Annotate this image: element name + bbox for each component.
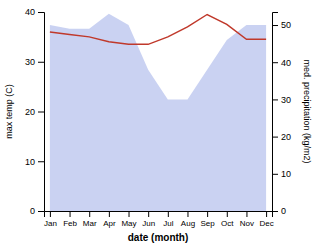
axis-line bbox=[38, 13, 45, 212]
x-axis: Jan Feb Mar Apr May Jun Jul Aug Sep Oct Nov Dec bbox=[44, 211, 274, 228]
tick-mark bbox=[266, 211, 267, 217]
tick-label: Jun bbox=[142, 219, 155, 228]
tick: 30 bbox=[272, 95, 291, 105]
tick: Nov bbox=[240, 211, 254, 228]
tick-mark bbox=[168, 211, 169, 217]
tick: Aug bbox=[181, 211, 195, 228]
tick-label: 0 bbox=[30, 206, 35, 216]
tick: Jan bbox=[44, 211, 57, 228]
tick: 0 bbox=[30, 206, 44, 216]
tick-label: 30 bbox=[281, 95, 291, 105]
tick: Dec bbox=[259, 211, 273, 228]
tick: May bbox=[121, 211, 136, 228]
tick-mark bbox=[38, 62, 44, 63]
tick-label: Nov bbox=[240, 219, 254, 228]
tick-mark bbox=[272, 174, 278, 175]
tick: 20 bbox=[272, 132, 291, 142]
tick: 20 bbox=[25, 107, 44, 117]
tick: Sep bbox=[201, 211, 216, 228]
tick: 50 bbox=[272, 20, 291, 30]
tick: Jul bbox=[163, 211, 173, 228]
tick-label: May bbox=[121, 219, 136, 228]
tick-mark bbox=[109, 211, 110, 217]
tick-label: 0 bbox=[281, 206, 286, 216]
tick-mark bbox=[272, 62, 278, 63]
y-axis: 0 10 20 30 40 bbox=[25, 7, 45, 216]
tick-mark bbox=[38, 12, 44, 13]
tick-label: 30 bbox=[25, 57, 35, 67]
plot: Jan Feb Mar Apr May Jun Jul Aug Sep Oct Nov Dec 0 10 2… bbox=[4, 7, 312, 243]
tick-mark bbox=[129, 211, 130, 217]
tick: Apr bbox=[103, 211, 116, 228]
tick-label: Apr bbox=[103, 219, 116, 228]
line bbox=[50, 14, 266, 44]
tick-mark bbox=[70, 211, 71, 217]
tick-label: 20 bbox=[25, 107, 35, 117]
axis-line bbox=[45, 212, 273, 218]
tick-label: 40 bbox=[281, 58, 291, 68]
tick-mark bbox=[38, 112, 44, 113]
tick-label: Mar bbox=[83, 219, 97, 228]
tick-mark bbox=[246, 211, 247, 217]
tick-mark bbox=[272, 99, 278, 100]
tick-mark bbox=[38, 161, 44, 162]
tick: 10 bbox=[272, 169, 291, 179]
tick: 40 bbox=[25, 7, 44, 17]
tick-mark bbox=[50, 211, 51, 217]
tick: 0 bbox=[272, 206, 286, 216]
tick-label: 50 bbox=[281, 20, 291, 30]
tick-mark bbox=[272, 211, 278, 212]
tick: 40 bbox=[272, 58, 291, 68]
tick-label: Aug bbox=[181, 219, 195, 228]
tick-mark bbox=[38, 211, 44, 212]
tick-label: 10 bbox=[25, 157, 35, 167]
tick-mark bbox=[89, 211, 90, 217]
axis-line bbox=[273, 13, 279, 212]
tick-label: Oct bbox=[221, 219, 234, 228]
tick-label: Dec bbox=[259, 219, 273, 228]
y2-axis: 0 10 20 30 40 50 bbox=[272, 13, 291, 217]
y2-axis-title: med. precipitation (kg/m2) bbox=[302, 59, 312, 163]
tick: Jun bbox=[142, 211, 155, 228]
tick-mark bbox=[272, 137, 278, 138]
marks bbox=[50, 14, 266, 211]
tick-mark bbox=[148, 211, 149, 217]
tick-mark bbox=[187, 211, 188, 217]
tick: 10 bbox=[25, 157, 44, 167]
tick-mark bbox=[207, 211, 208, 217]
tick-mark bbox=[227, 211, 228, 217]
tick-label: Feb bbox=[63, 219, 77, 228]
x-axis-title: date (month) bbox=[128, 232, 189, 243]
area bbox=[50, 14, 266, 211]
tick-label: 10 bbox=[281, 169, 291, 179]
tick-label: Sep bbox=[201, 219, 216, 228]
tick-mark bbox=[272, 25, 278, 26]
tick: Mar bbox=[83, 211, 97, 228]
tick: 30 bbox=[25, 57, 44, 67]
y-axis-title: max temp (C) bbox=[4, 84, 14, 139]
tick-label: Jul bbox=[163, 219, 173, 228]
tick-label: 20 bbox=[281, 132, 291, 142]
tick: Feb bbox=[63, 211, 77, 228]
chart: Jan Feb Mar Apr May Jun Jul Aug Sep Oct Nov Dec 0 10 2… bbox=[0, 0, 318, 247]
tick: Oct bbox=[221, 211, 234, 228]
tick-label: 40 bbox=[25, 7, 35, 17]
tick-label: Jan bbox=[44, 219, 57, 228]
